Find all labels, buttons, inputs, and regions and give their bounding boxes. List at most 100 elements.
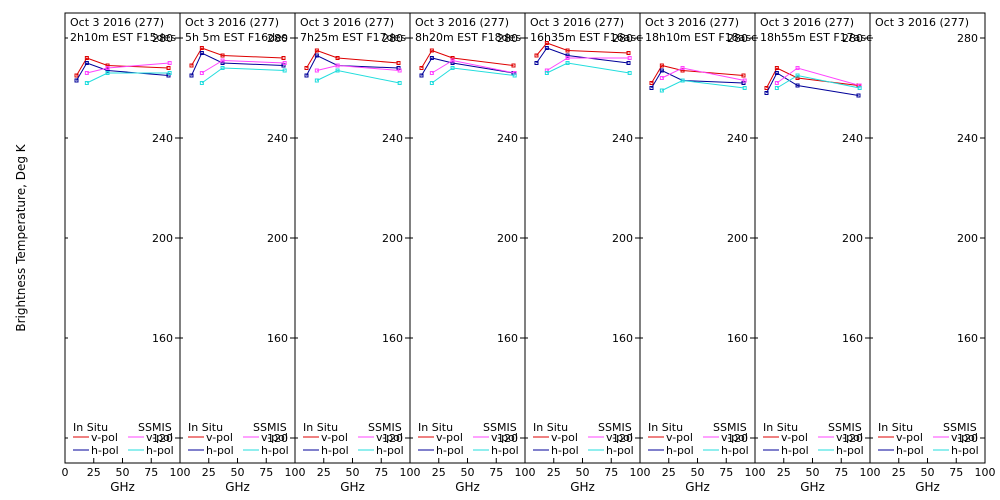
data-point-ssmis_v (450, 58, 455, 63)
x-tick-label: 75 (489, 466, 503, 479)
data-point-ssmis_v (220, 58, 225, 63)
legend-label-ssmis_h: h-pol (721, 444, 749, 457)
series-line-insitu_h (306, 54, 399, 76)
panel-title-date: Oct 3 2016 (277) (185, 16, 279, 29)
data-point-insitu_v (166, 66, 171, 70)
data-point-ssmis_h (84, 81, 89, 85)
series-line-insitu_v (191, 47, 284, 66)
series-line-insitu_v (536, 42, 629, 56)
data-point-ssmis_v (84, 71, 89, 75)
x-tick-label: 50 (576, 466, 590, 479)
data-point-insitu_h (84, 61, 89, 65)
panel-7: Oct 3 2016 (277) 18h55m EST F17asc 120 160 2… (754, 12, 881, 494)
data-point-insitu_h (189, 73, 194, 78)
y-tick-label: 280 (497, 32, 518, 45)
legend-label-insitu_h: h-pol (91, 444, 119, 457)
x-tick-label: 25 (317, 466, 331, 479)
data-point-insitu_v (741, 73, 746, 78)
legend-label-ssmis_h: h-pol (491, 444, 519, 457)
y-tick-label: 280 (152, 32, 173, 45)
legend-header-ssmis: SSMIS (483, 421, 517, 434)
x-tick-label: 25 (87, 466, 101, 479)
data-point-insitu_h (649, 86, 654, 90)
legend-header-insitu: In Situ (763, 421, 798, 434)
x-tick-label: 25 (432, 466, 446, 479)
legend-header-ssmis: SSMIS (368, 421, 402, 434)
data-point-insitu_v (396, 61, 401, 65)
legend-header-ssmis: SSMIS (253, 421, 287, 434)
y-tick-label: 280 (612, 32, 633, 45)
x-tick-label: 50 (346, 466, 360, 479)
panel-title-date: Oct 3 2016 (277) (70, 16, 164, 29)
data-point-ssmis_h (314, 78, 319, 83)
series-line-ssmis_h (201, 67, 285, 84)
panel-6: Oct 3 2016 (277) 18h10m EST F18asc 120 160 2… (639, 12, 766, 494)
x-tick-label: 50 (461, 466, 475, 479)
data-point-ssmis_h (680, 78, 685, 83)
x-tick-label: 25 (777, 466, 791, 479)
data-point-ssmis_v (680, 66, 685, 70)
y-tick-label: 200 (727, 232, 748, 245)
data-point-ssmis_v (659, 76, 664, 80)
panel-title-pass: 18h10m EST F18asc (645, 31, 757, 44)
legend-label-ssmis_h: h-pol (376, 444, 404, 457)
legend-header-insitu: In Situ (418, 421, 453, 434)
data-point-ssmis_h (774, 86, 779, 90)
data-point-insitu_v (659, 63, 664, 68)
x-axis-label: GHz (915, 480, 940, 494)
x-tick-label: 50 (806, 466, 820, 479)
legend-label-insitu_h: h-pol (321, 444, 349, 457)
legend-label-ssmis_v: v-pol (261, 431, 288, 444)
series-line-ssmis_v (316, 64, 400, 71)
x-axis-label: GHz (685, 480, 710, 494)
series-line-insitu_h (651, 69, 744, 89)
data-point-insitu_v (314, 48, 319, 53)
x-tick-label: 75 (604, 466, 618, 479)
data-point-ssmis_h (627, 71, 632, 75)
series-line-ssmis_h (431, 67, 515, 84)
x-tick-label: 75 (719, 466, 733, 479)
legend-header-insitu: In Situ (73, 421, 108, 434)
legend-label-insitu_h: h-pol (896, 444, 924, 457)
data-point-ssmis_h (199, 81, 204, 85)
panel-title-pass: 18h55m EST F17asc (760, 31, 872, 44)
data-point-insitu_v (84, 56, 89, 60)
y-tick-label: 240 (267, 132, 288, 145)
data-point-ssmis_v (429, 71, 434, 75)
data-point-ssmis_h (795, 73, 800, 78)
data-point-ssmis_h (450, 66, 455, 70)
y-tick-label: 120 (842, 432, 863, 445)
data-point-insitu_v (774, 66, 779, 70)
series-line-insitu_v (76, 57, 169, 76)
data-point-insitu_v (429, 48, 434, 53)
legend-label-ssmis_v: v-pol (606, 431, 633, 444)
x-tick-label: 100 (400, 466, 421, 479)
legend-header-insitu: In Situ (188, 421, 223, 434)
data-point-insitu_v (511, 63, 516, 68)
legend-label-insitu_v: v-pol (781, 431, 808, 444)
data-point-insitu_v (74, 73, 79, 78)
legend-label-ssmis_h: h-pol (606, 444, 634, 457)
x-tick-label: 25 (892, 466, 906, 479)
x-tick-label: 50 (116, 466, 130, 479)
legend-header-insitu: In Situ (648, 421, 683, 434)
legend-label-ssmis_h: h-pol (951, 444, 979, 457)
data-point-insitu_h (544, 46, 549, 50)
y-tick-label: 160 (497, 332, 518, 345)
legend-header-insitu: In Situ (878, 421, 913, 434)
series-line-ssmis_v (86, 62, 170, 74)
y-tick-label: 200 (842, 232, 863, 245)
panel-3: Oct 3 2016 (277) 7h25m EST F17des 120 160 20… (294, 12, 421, 494)
data-point-ssmis_h (167, 71, 172, 75)
series-line-ssmis_v (431, 59, 515, 74)
panel-title-date: Oct 3 2016 (277) (415, 16, 509, 29)
legend-label-ssmis_v: v-pol (951, 431, 978, 444)
y-tick-label: 160 (267, 332, 288, 345)
x-tick-label: 50 (231, 466, 245, 479)
legend-label-insitu_v: v-pol (666, 431, 693, 444)
data-point-ssmis_h (857, 86, 862, 90)
y-tick-label: 120 (382, 432, 403, 445)
data-point-ssmis_v (565, 56, 570, 60)
data-point-insitu_v (304, 66, 309, 70)
y-tick-label: 120 (612, 432, 633, 445)
